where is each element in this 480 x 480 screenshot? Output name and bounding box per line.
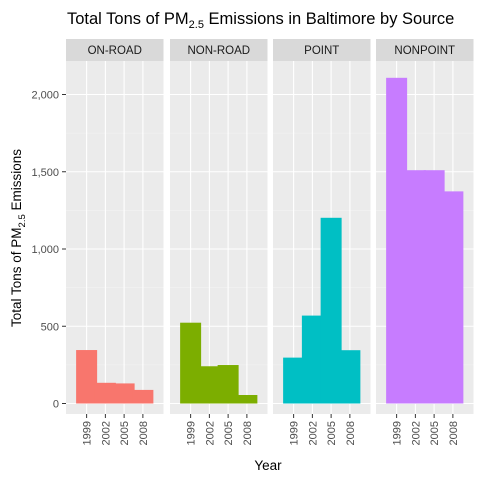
facet-panel-nonpoint: NONPOINT 1999 2002 2005 2008 — [376, 39, 474, 445]
facet-strip-label: ON-ROAD — [88, 45, 142, 57]
x-tick-label: 2005 — [326, 421, 338, 445]
y-axis-title: Total Tons of PM2.5 Emissions — [9, 149, 28, 327]
facet-strip-label: NON-ROAD — [187, 45, 250, 57]
bar-on-road-2008 — [132, 389, 154, 404]
plot-area: 0 500 1,000 1,500 2,000 ON-ROAD 1999 2002 2005 20… — [31, 39, 474, 445]
y-tick-label: 500 — [41, 321, 59, 333]
facet-strip-label: POINT — [304, 45, 339, 57]
x-tick-label: 2002 — [307, 421, 319, 445]
x-tick-label: 1999 — [186, 421, 198, 445]
x-tick-label: 2008 — [345, 421, 357, 445]
bar-point-2008 — [339, 350, 361, 404]
y-tick-label: 2,000 — [31, 90, 59, 102]
x-tick-label: 2008 — [138, 421, 150, 445]
bar-point-1999 — [283, 357, 305, 404]
x-tick-label: 2005 — [119, 421, 131, 445]
x-tick-label: 2005 — [429, 421, 441, 445]
bar-nonpoint-1999 — [386, 77, 408, 404]
x-tick-label: 2008 — [448, 421, 460, 445]
x-tick-label: 2002 — [100, 421, 112, 445]
y-tick-label: 1,500 — [31, 167, 59, 179]
y-tick-label: 0 — [53, 399, 59, 411]
bar-nonpoint-2005 — [423, 170, 445, 404]
y-tick-label: 1,000 — [31, 244, 59, 256]
x-tick-label: 2005 — [223, 421, 235, 445]
facet-panel-point: POINT 1999 2002 2005 2008 — [273, 39, 371, 445]
x-tick-label: 1999 — [289, 421, 301, 445]
x-tick-label: 1999 — [82, 421, 94, 445]
chart-title: Total Tons of PM2.5 Emissions in Baltimo… — [67, 10, 454, 31]
facet-strip — [66, 39, 164, 61]
bar-non-road-2005 — [217, 365, 239, 404]
facet-strip — [273, 39, 371, 61]
x-tick-label: 2002 — [410, 421, 422, 445]
bar-point-2005 — [320, 217, 342, 404]
bar-on-road-2002 — [94, 382, 116, 404]
x-tick-label: 2008 — [242, 421, 254, 445]
facet-strip-label: NONPOINT — [394, 45, 455, 57]
facet-strip — [170, 39, 268, 61]
bar-nonpoint-2002 — [404, 170, 426, 404]
facet-strip — [376, 39, 474, 61]
bar-on-road-1999 — [76, 350, 98, 404]
bar-point-2002 — [301, 315, 323, 404]
bar-nonpoint-2008 — [442, 191, 464, 404]
x-tick-label: 1999 — [392, 421, 404, 445]
bar-non-road-2008 — [236, 395, 258, 404]
bar-non-road-2002 — [198, 366, 220, 404]
facet-panel-on-road: ON-ROAD 1999 2002 2005 2008 — [66, 39, 164, 445]
bar-on-road-2005 — [113, 383, 135, 404]
bar-non-road-1999 — [180, 322, 202, 404]
facet-panel-non-road: NON-ROAD 1999 2002 2005 2008 — [170, 39, 268, 445]
x-axis-title: Year — [254, 458, 282, 473]
x-tick-label: 2002 — [204, 421, 216, 445]
